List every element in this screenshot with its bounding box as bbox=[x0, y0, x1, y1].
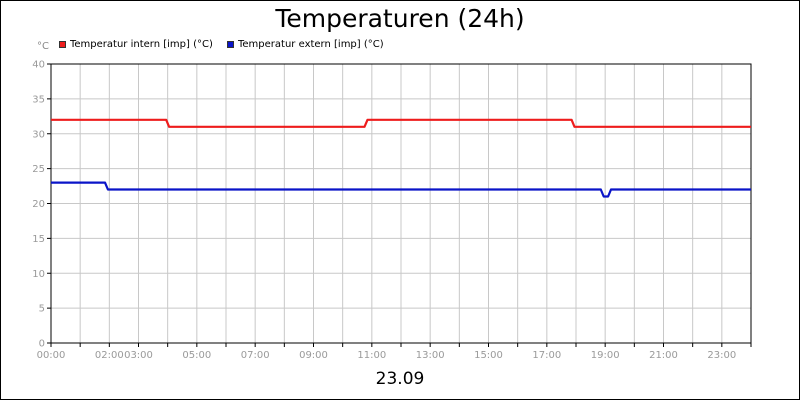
chart-title: Temperaturen (24h) bbox=[275, 4, 525, 33]
y-tick-label: 0 bbox=[39, 339, 45, 350]
y-tick-label: 30 bbox=[32, 129, 45, 140]
date-label: 23.09 bbox=[375, 369, 425, 389]
y-tick-label: 5 bbox=[39, 304, 45, 315]
y-tick-label: 35 bbox=[32, 94, 45, 105]
y-axis-unit: °C bbox=[37, 41, 49, 52]
x-tick-label: 07:00 bbox=[241, 350, 270, 361]
plot-border bbox=[50, 63, 752, 344]
y-tick-label: 10 bbox=[32, 269, 45, 280]
y-tick-label: 20 bbox=[32, 199, 45, 210]
y-tick-label: 25 bbox=[32, 164, 45, 175]
legend-label-intern: Temperatur intern [imp] (°C) bbox=[70, 39, 213, 50]
legend-label-extern: Temperatur extern [imp] (°C) bbox=[238, 39, 384, 50]
y-tick-label: 40 bbox=[32, 60, 45, 71]
x-tick-label: 00:00 bbox=[37, 350, 66, 361]
x-tick-label: 11:00 bbox=[357, 350, 386, 361]
series-line-extern bbox=[51, 181, 751, 198]
x-tick-label: 09:00 bbox=[299, 350, 328, 361]
y-tick-label: 15 bbox=[32, 234, 45, 245]
x-tick-label: 02:00 bbox=[95, 350, 124, 361]
x-tick-label: 21:00 bbox=[649, 350, 678, 361]
x-tick-label: 23:00 bbox=[707, 350, 736, 361]
x-tick-label: 17:00 bbox=[532, 350, 561, 361]
x-tick-label: 05:00 bbox=[182, 350, 211, 361]
x-tick-label: 15:00 bbox=[474, 350, 503, 361]
x-tick-label: 19:00 bbox=[591, 350, 620, 361]
legend-swatch-intern bbox=[59, 41, 66, 48]
legend-item-extern: Temperatur extern [imp] (°C) bbox=[227, 39, 384, 50]
series-line-intern bbox=[51, 118, 751, 128]
x-tick-label: 13:00 bbox=[416, 350, 445, 361]
x-tick-label: 03:00 bbox=[124, 350, 153, 361]
legend-swatch-extern bbox=[227, 41, 234, 48]
legend-item-intern: Temperatur intern [imp] (°C) bbox=[59, 39, 213, 50]
